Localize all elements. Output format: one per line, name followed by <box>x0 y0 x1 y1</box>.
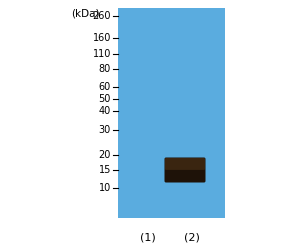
Text: 160: 160 <box>93 33 111 43</box>
FancyBboxPatch shape <box>165 158 205 170</box>
Text: 10: 10 <box>99 183 111 193</box>
Text: 110: 110 <box>93 49 111 59</box>
Text: (kDa): (kDa) <box>71 8 100 18</box>
Text: 80: 80 <box>99 64 111 74</box>
Text: 30: 30 <box>99 125 111 135</box>
Text: (1): (1) <box>140 232 156 242</box>
Text: 50: 50 <box>98 94 111 104</box>
Text: 40: 40 <box>99 106 111 116</box>
Text: 60: 60 <box>99 82 111 92</box>
Bar <box>118 8 225 218</box>
Text: (2): (2) <box>184 232 200 242</box>
FancyBboxPatch shape <box>164 158 206 183</box>
Text: 20: 20 <box>98 150 111 160</box>
Text: 15: 15 <box>98 165 111 175</box>
Text: 260: 260 <box>92 11 111 21</box>
